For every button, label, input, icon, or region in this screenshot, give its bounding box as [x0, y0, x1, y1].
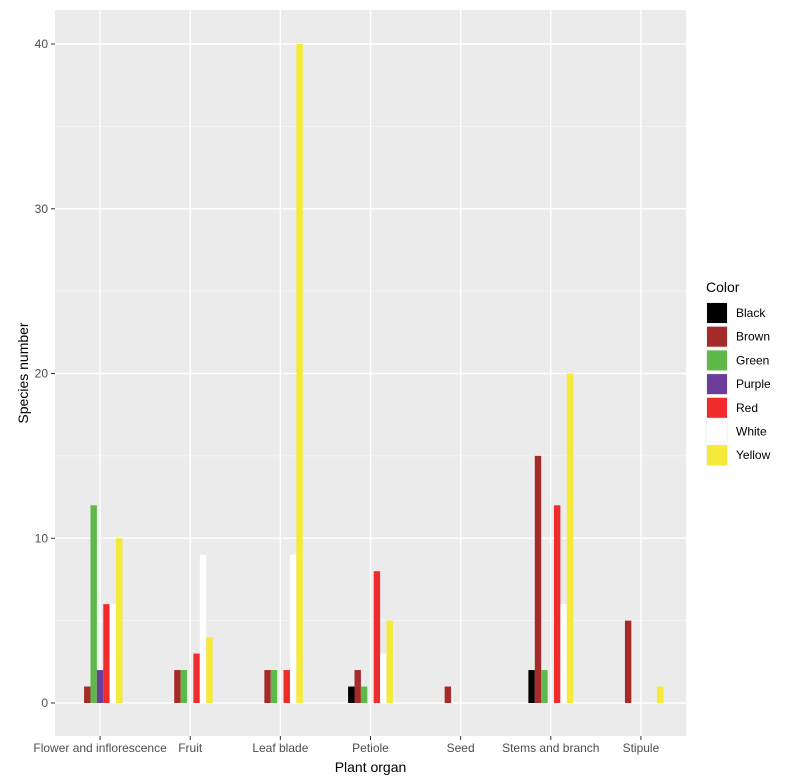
y-tick-label: 20	[35, 367, 49, 381]
legend-label: Red	[736, 401, 758, 415]
bar-yellow	[566, 373, 574, 703]
x-tick-label: Fruit	[178, 741, 203, 755]
bar-brown	[264, 670, 271, 703]
legend-label: Brown	[736, 330, 770, 344]
bar-yellow	[206, 637, 213, 703]
x-tick-label: Stems and branch	[502, 741, 599, 755]
bar-green	[541, 670, 548, 703]
bar-white	[560, 604, 567, 703]
bar-black	[348, 686, 355, 703]
y-axis-label: Species number	[15, 322, 31, 424]
x-tick-label: Leaf blade	[252, 741, 308, 755]
legend-swatch-yellow	[707, 445, 727, 466]
y-axis-ticks: 0 10 20 30 40	[35, 37, 55, 710]
bar-white	[199, 554, 207, 703]
bar-purple	[96, 670, 104, 703]
legend-label: Green	[736, 353, 769, 367]
bar-brown	[534, 455, 542, 703]
bar-white	[109, 604, 117, 703]
bar-red	[193, 653, 200, 703]
bar-black	[528, 670, 535, 703]
bar-red	[283, 670, 290, 703]
bars	[84, 44, 664, 703]
bar-white	[380, 653, 387, 703]
y-tick-label: 0	[41, 696, 48, 710]
x-tick-label: Seed	[447, 741, 475, 755]
bar-brown	[624, 620, 632, 703]
bar-yellow	[656, 686, 664, 703]
legend-swatch-red	[707, 397, 727, 418]
legend-swatch-brown	[707, 326, 727, 347]
x-tick-label: Stipule	[623, 741, 660, 755]
bar-yellow	[296, 44, 303, 703]
bar-green	[270, 670, 278, 703]
legend: Color Black Brown Green Purple Red White Yello…	[706, 279, 771, 467]
legend-label: Purple	[736, 377, 771, 391]
x-axis-label: Plant organ	[335, 759, 407, 775]
bar-brown	[354, 670, 361, 703]
legend-label: Yellow	[736, 448, 771, 462]
legend-swatch-black	[707, 303, 727, 323]
bar-red	[553, 505, 561, 703]
x-tick-label: Petiole	[352, 741, 389, 755]
bar-green	[90, 505, 97, 703]
bar-brown	[84, 686, 91, 703]
x-tick-label: Flower and inflorescence	[33, 741, 167, 755]
legend-label: White	[736, 425, 767, 439]
legend-label: Black	[736, 306, 766, 320]
bar-yellow	[116, 538, 123, 703]
y-tick-label: 10	[35, 531, 49, 545]
bar-brown	[174, 670, 181, 703]
bar-red	[373, 571, 381, 703]
legend-swatch-green	[707, 350, 727, 371]
bar-red	[103, 604, 110, 703]
bar-green	[360, 686, 368, 703]
legend-title: Color	[706, 279, 740, 295]
bar-white	[289, 554, 297, 703]
y-tick-label: 30	[35, 202, 49, 216]
legend-swatch-purple	[707, 374, 727, 395]
y-tick-label: 40	[35, 37, 49, 51]
bar-brown	[444, 686, 452, 703]
x-axis-ticks: Flower and inflorescence Fruit Leaf blade P…	[33, 736, 660, 755]
bar-green	[180, 670, 188, 703]
bar-yellow	[386, 620, 393, 703]
grid-major	[55, 10, 686, 736]
legend-swatch-white	[707, 421, 727, 442]
